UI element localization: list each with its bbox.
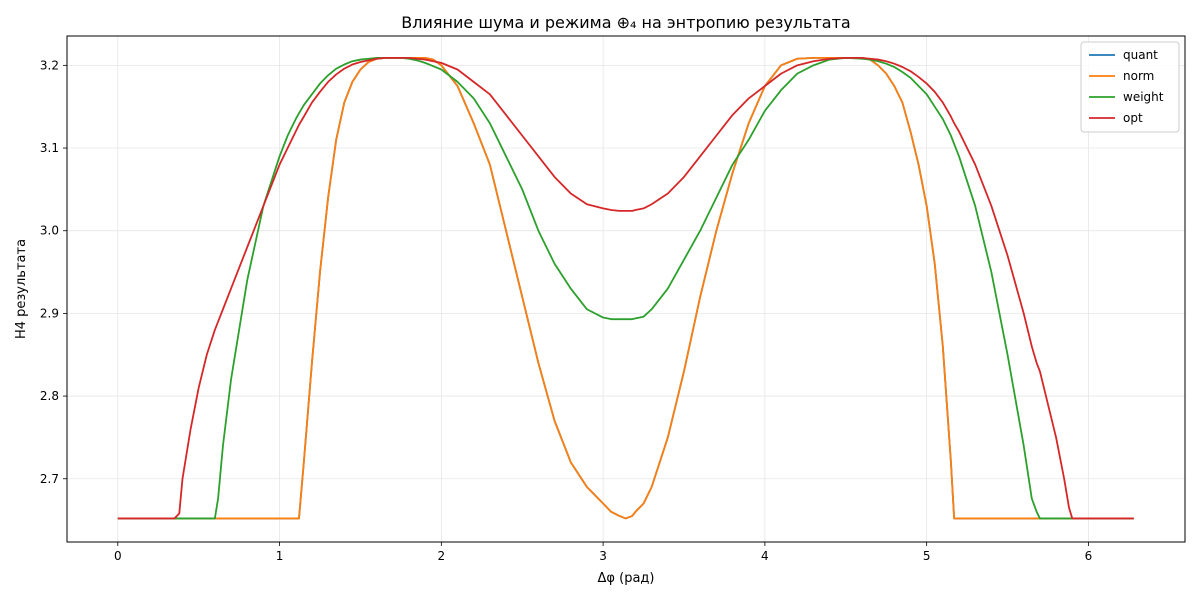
plot-frame (66, 35, 1186, 543)
tick-layer: 0 1 2 3 4 5 6 2.7 2.8 2.9 3.0 3.1 3.2 (40, 58, 1092, 563)
x-tick-label: 0 (114, 549, 122, 563)
x-tick-label: 4 (761, 549, 769, 563)
x-tick-label: 3 (599, 549, 607, 563)
legend-label-norm: norm (1123, 69, 1154, 83)
y-axis-label: H4 результата (14, 239, 29, 339)
x-axis-label: Δφ (рад) (598, 571, 655, 586)
y-tick-label: 3.1 (40, 141, 59, 155)
x-tick-label: 2 (438, 549, 446, 563)
x-tick-label: 5 (923, 549, 931, 563)
series-line-opt (117, 57, 1134, 520)
x-tick-label: 6 (1085, 549, 1093, 563)
legend-label-weight: weight (1123, 90, 1164, 104)
series-line-weight (117, 57, 1134, 520)
y-tick-label: 2.7 (40, 472, 59, 486)
legend-box (1080, 41, 1180, 133)
chart-title: Влияние шума и режима ⊕₄ на энтропию рез… (401, 13, 850, 32)
legend-label-opt: opt (1123, 111, 1143, 125)
y-tick-label: 3.2 (40, 58, 59, 72)
x-tick-label: 1 (276, 549, 284, 563)
legend-label-quant: quant (1123, 48, 1158, 62)
y-tick-label: 3.0 (40, 224, 59, 238)
legend: quant norm weight opt (1080, 41, 1180, 133)
series-line-norm (117, 57, 1134, 520)
series-layer (117, 57, 1134, 520)
y-tick-label: 2.9 (40, 306, 59, 320)
y-tick-label: 2.8 (40, 389, 59, 403)
